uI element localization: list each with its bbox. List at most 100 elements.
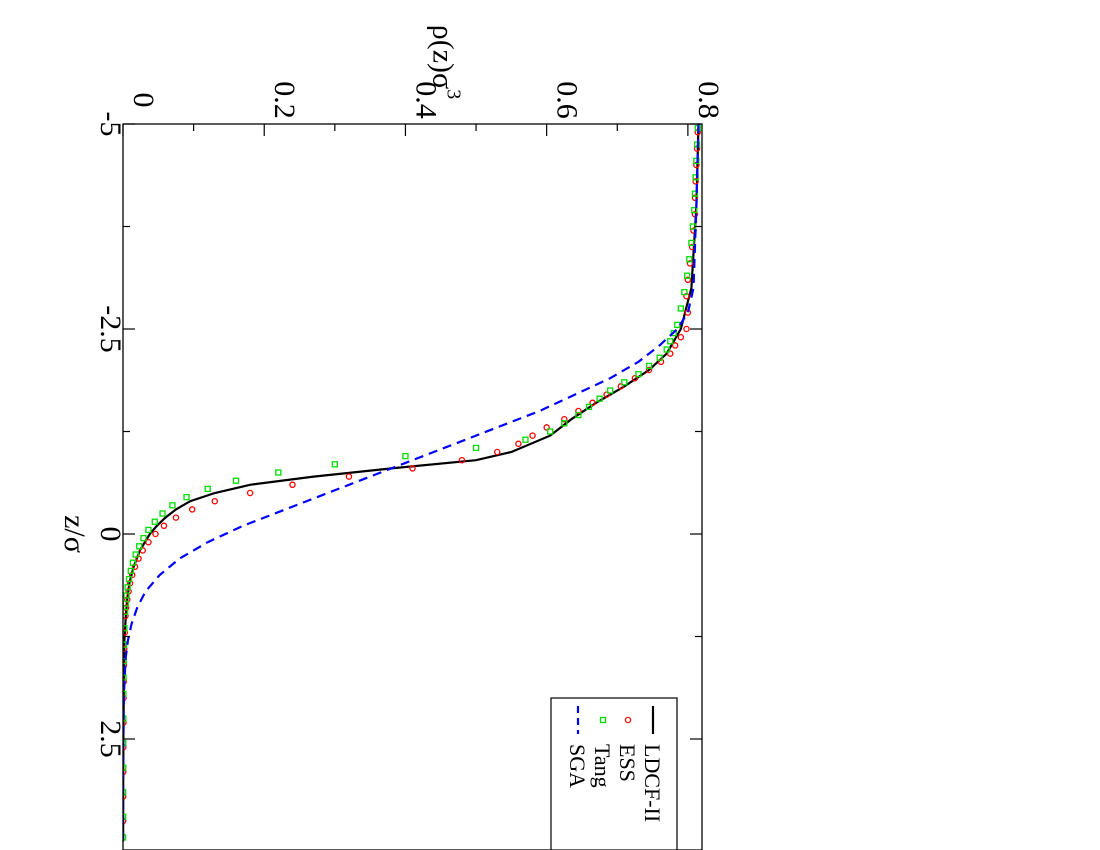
series-point-tang [140, 534, 147, 542]
label-layer: 0 0.2 0.4 0.6 0.8 -5 -2.5 0 2.5 z/σ ρ(z)σ3 [58, 25, 725, 758]
density-tick-label: 0.4 [409, 81, 442, 119]
series-point-ess [211, 497, 219, 505]
density-tick-label: 0.2 [268, 81, 301, 119]
series-point-tang [124, 584, 131, 591]
series-point-ess [589, 399, 596, 407]
series-point-tang [275, 469, 282, 476]
series-point-tang [129, 559, 137, 566]
z-tick-label: 0 [94, 527, 127, 542]
series-point-tang [145, 526, 152, 534]
series-point-ess [493, 448, 501, 456]
series-point-ess [666, 350, 674, 357]
series-point-ess [543, 424, 550, 431]
series-point-tang [204, 485, 211, 493]
series-point-tang [621, 379, 628, 386]
density-axis-title-main: ρ(z)σ [426, 25, 459, 89]
series-point-ess [657, 358, 665, 366]
series-point-ess [123, 612, 129, 620]
series-point-ess [246, 489, 254, 497]
series-point-ess [686, 260, 694, 267]
legend-box [550, 697, 678, 850]
series-point-ess [575, 407, 582, 415]
series-point-ess [345, 473, 353, 480]
series-point-tang [127, 567, 134, 575]
series-point-tang [575, 411, 582, 419]
series-point-ess [529, 432, 536, 439]
series-point-ess [172, 514, 180, 521]
series-point-tang [159, 510, 166, 517]
series-point-ess [677, 333, 685, 341]
series-point-tang [123, 625, 128, 632]
series-point-tang [522, 436, 529, 443]
series-point-tang [645, 362, 653, 370]
series-point-ess [631, 374, 639, 382]
series-point-tang [561, 420, 568, 427]
series-point-ess [123, 629, 129, 636]
series-point-ess [145, 538, 152, 546]
series-point-tang [183, 493, 190, 501]
series-point-tang [691, 206, 698, 214]
series-point-ess [123, 661, 128, 669]
series-point-tang [681, 288, 688, 296]
series-point-ess [603, 391, 610, 398]
series-point-ess [692, 178, 699, 185]
series-point-tang [136, 543, 143, 550]
series-point-ess [671, 342, 679, 349]
density-tick-label: 0.8 [692, 81, 725, 119]
series-point-ess [458, 456, 466, 464]
legend-label-ldcf-ii: LDCF-II [640, 744, 665, 822]
series-point-tang [472, 444, 480, 452]
series-point-tang [667, 338, 674, 345]
series-point-ess [160, 522, 168, 530]
axes-layer [122, 123, 703, 850]
series-point-tang [132, 551, 139, 558]
series-point-tang [656, 354, 663, 361]
series-point-tang [169, 502, 176, 509]
density-axis-title: ρ(z)σ3 [426, 25, 464, 99]
z-tick-label: -2.5 [94, 305, 127, 353]
legend-label-sga: SGA [565, 744, 590, 788]
series-point-tang [123, 608, 129, 616]
series-point-tang [607, 387, 614, 394]
series-point-tang [232, 477, 240, 484]
series-point-ess [515, 440, 522, 448]
series-point-tang [684, 272, 691, 279]
series-point-tang [693, 157, 700, 165]
series-point-tang [125, 575, 133, 583]
series-point-ess [617, 383, 625, 390]
series-point-ess [561, 415, 568, 423]
series-point-ess [123, 645, 128, 653]
series-point-tang [151, 518, 158, 525]
series-point-tang [402, 452, 409, 460]
series-point-ess [693, 161, 700, 169]
series-point-ess [123, 596, 131, 603]
series-point-tang [547, 428, 554, 435]
series-point-ess [128, 571, 136, 579]
series-point-ess [139, 547, 147, 554]
series-point-tang [123, 657, 127, 665]
series-point-tang [585, 403, 593, 411]
series-point-ess [188, 506, 196, 513]
series-point-ess [684, 276, 692, 284]
series-point-ess [409, 465, 416, 472]
z-tick-label: -5 [94, 112, 127, 137]
density-tick-label: 0.6 [551, 81, 584, 119]
series-point-tang [677, 305, 684, 312]
series-line-sga [123, 124, 700, 842]
series-point-tang [691, 190, 699, 197]
z-axis-title: z/σ [58, 515, 91, 553]
series-point-tang [635, 370, 642, 378]
legend-symbol-ess [624, 716, 632, 724]
series-point-tang [596, 395, 603, 402]
series-point-ess [289, 481, 296, 489]
series-point-ess [691, 194, 699, 202]
series-point-tang [123, 592, 130, 599]
legend-label-ess: ESS [615, 744, 640, 782]
z-tick-label: 2.5 [94, 720, 127, 758]
series-point-ess [645, 366, 653, 374]
plot-frame [122, 123, 703, 850]
series-point-ess [152, 530, 159, 538]
series-point-tang [670, 329, 677, 337]
